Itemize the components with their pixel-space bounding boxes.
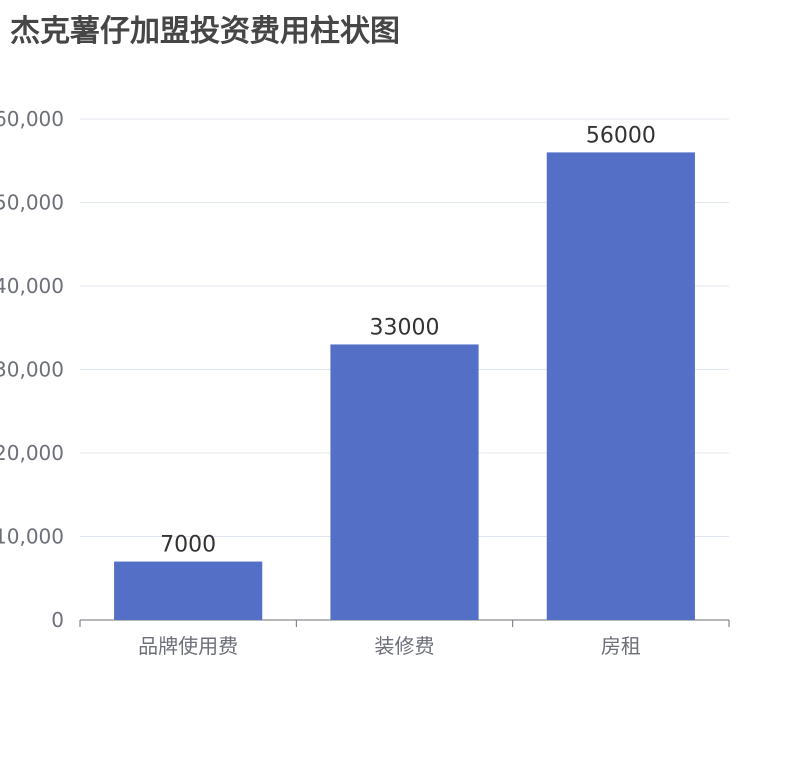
x-tick-label: 品牌使用费 [138, 634, 238, 658]
chart-title: 杰克薯仔加盟投资费用柱状图 [10, 14, 400, 49]
y-tick-label: 10,000 [0, 525, 64, 549]
bar [114, 561, 263, 620]
data-label: 7000 [160, 533, 216, 558]
x-tick-label: 房租 [601, 634, 641, 658]
bar [330, 344, 479, 620]
y-tick-label: 50,000 [0, 191, 64, 215]
data-label: 33000 [370, 315, 440, 340]
y-tick-label: 0 [51, 608, 64, 632]
y-tick-label: 40,000 [0, 274, 64, 298]
bar [546, 152, 695, 620]
y-tick-label: 20,000 [0, 441, 64, 465]
y-tick-label: 30,000 [0, 358, 64, 382]
data-label: 56000 [586, 123, 656, 148]
y-tick-label: 60,000 [0, 107, 64, 131]
x-tick-label: 装修费 [375, 634, 435, 658]
